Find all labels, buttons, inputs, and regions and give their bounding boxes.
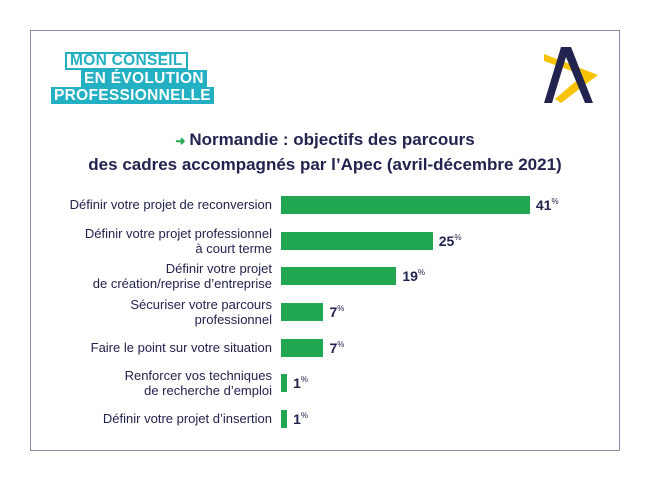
chart-frame (30, 30, 620, 451)
title-line1: Normandie : objectifs des parcours (189, 130, 475, 149)
arrow-icon: ➜ (175, 134, 186, 148)
category-label: Renforcer vos techniques de recherche d’… (124, 368, 272, 398)
category-label: Sécuriser votre parcours professionnel (130, 297, 272, 327)
bar (281, 374, 288, 392)
data-label: 41% (535, 197, 559, 213)
logo-line2: EN ÉVOLUTION (81, 70, 207, 87)
bar (281, 196, 530, 214)
data-label: 19% (402, 268, 426, 284)
category-label: Définir votre projet professionnel à cou… (84, 226, 272, 256)
bar (281, 339, 324, 357)
data-label: 25% (438, 233, 462, 249)
bar (281, 232, 433, 250)
mon-conseil-logo: MON CONSEIL EN ÉVOLUTION PROFESSIONNELLE (51, 52, 214, 104)
bar (281, 410, 288, 428)
apec-logo (544, 47, 598, 103)
category-label: Définir votre projet de reconversion (69, 197, 272, 212)
data-label: 1% (293, 411, 308, 427)
bar (281, 267, 397, 285)
bar (281, 303, 324, 321)
chart-title: ➜ Normandie : objectifs des parcours des … (0, 128, 650, 176)
data-label: 7% (329, 340, 345, 356)
data-label: 7% (329, 304, 345, 320)
data-label: 1% (293, 375, 308, 391)
title-line2: des cadres accompagnés par l’Apec (avril… (88, 155, 562, 174)
category-label: Faire le point sur votre situation (90, 340, 272, 355)
category-label: Définir votre projet de création/reprise… (92, 261, 272, 291)
logo-line3: PROFESSIONNELLE (51, 87, 214, 104)
logo-line1: MON CONSEIL (65, 52, 188, 70)
category-label: Définir votre projet d’insertion (102, 411, 272, 426)
